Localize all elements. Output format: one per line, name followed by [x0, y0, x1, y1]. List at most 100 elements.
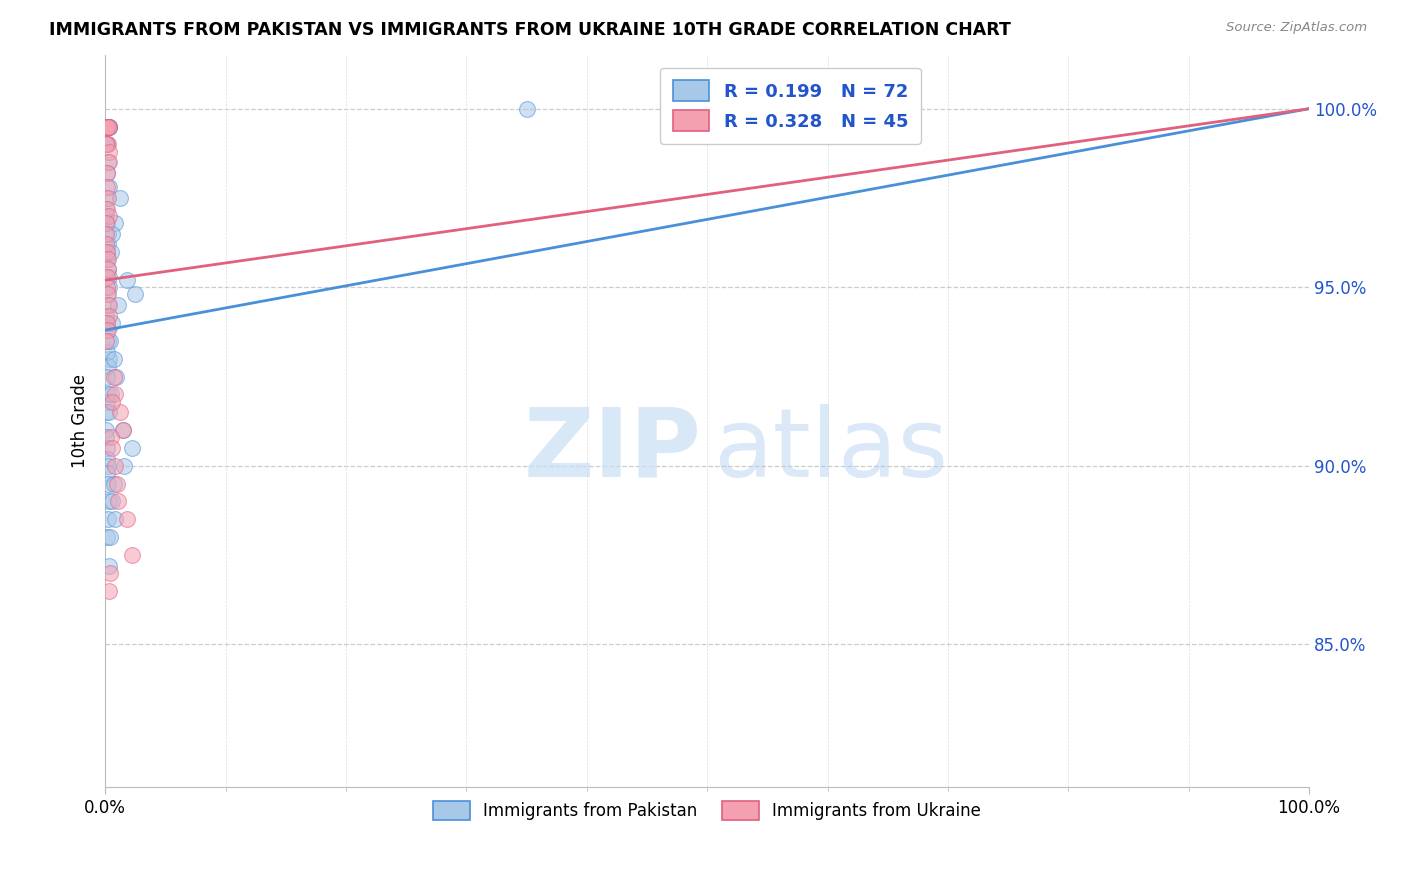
Point: [97, 120, 120, 134]
Point: [97, 120, 120, 134]
Point: [96, 405, 118, 419]
Point: [96, 202, 118, 216]
Point: [96, 237, 118, 252]
Point: [97, 387, 120, 401]
Point: [96, 316, 118, 330]
Point: [97, 155, 120, 169]
Point: [96, 530, 118, 544]
Point: [115, 273, 138, 287]
Point: [96, 216, 118, 230]
Point: [100, 387, 122, 401]
Point: [97, 269, 120, 284]
Point: [97, 262, 120, 277]
Point: [97, 298, 120, 312]
Text: ZIP: ZIP: [523, 404, 702, 497]
Point: [516, 102, 538, 116]
Point: [96, 166, 118, 180]
Point: [96, 269, 118, 284]
Point: [96, 344, 118, 359]
Point: [96, 120, 118, 134]
Point: [96, 120, 118, 134]
Point: [96, 202, 118, 216]
Point: [112, 423, 135, 437]
Point: [98, 334, 121, 348]
Point: [96, 280, 118, 294]
Point: [97, 120, 120, 134]
Point: [96, 120, 118, 134]
Point: [97, 558, 120, 573]
Point: [96, 369, 118, 384]
Point: [101, 441, 124, 455]
Point: [97, 209, 120, 223]
Point: [96, 287, 118, 301]
Point: [100, 430, 122, 444]
Point: [96, 180, 118, 194]
Point: [101, 227, 124, 241]
Point: [104, 387, 127, 401]
Point: [96, 120, 118, 134]
Point: [114, 458, 136, 473]
Point: [97, 262, 120, 277]
Point: [98, 405, 121, 419]
Point: [97, 120, 120, 134]
Point: [96, 316, 118, 330]
Point: [105, 369, 128, 384]
Point: [96, 137, 118, 152]
Point: [97, 334, 120, 348]
Point: [97, 120, 120, 134]
Point: [104, 458, 127, 473]
Point: [107, 494, 129, 508]
Point: [101, 316, 124, 330]
Point: [97, 287, 120, 301]
Point: [103, 476, 125, 491]
Point: [97, 191, 120, 205]
Point: [96, 244, 118, 259]
Point: [97, 180, 120, 194]
Point: [96, 334, 118, 348]
Point: [96, 120, 118, 134]
Point: [96, 137, 118, 152]
Point: [97, 155, 120, 169]
Point: [97, 120, 120, 134]
Point: [96, 252, 118, 266]
Point: [96, 309, 118, 323]
Point: [112, 423, 135, 437]
Point: [97, 120, 120, 134]
Point: [97, 120, 120, 134]
Point: [107, 298, 129, 312]
Point: [97, 458, 120, 473]
Point: [94, 209, 117, 223]
Point: [96, 244, 118, 259]
Point: [121, 548, 143, 562]
Point: [121, 441, 143, 455]
Point: [100, 244, 122, 259]
Point: [97, 298, 120, 312]
Point: [97, 227, 120, 241]
Point: [105, 476, 128, 491]
Legend: Immigrants from Pakistan, Immigrants from Ukraine: Immigrants from Pakistan, Immigrants fro…: [426, 794, 988, 826]
Point: [97, 583, 120, 598]
Point: [94, 227, 117, 241]
Point: [96, 423, 118, 437]
Point: [96, 191, 118, 205]
Text: atlas: atlas: [713, 404, 948, 497]
Point: [97, 137, 120, 152]
Point: [98, 309, 121, 323]
Point: [101, 394, 124, 409]
Text: Source: ZipAtlas.com: Source: ZipAtlas.com: [1226, 21, 1367, 34]
Point: [96, 323, 118, 337]
Point: [108, 405, 131, 419]
Point: [97, 494, 120, 508]
Point: [96, 120, 118, 134]
Point: [96, 466, 118, 480]
Point: [94, 430, 117, 444]
Point: [96, 216, 118, 230]
Point: [124, 287, 146, 301]
Point: [97, 252, 120, 266]
Point: [96, 120, 118, 134]
Point: [115, 512, 138, 526]
Point: [98, 280, 121, 294]
Point: [98, 120, 121, 134]
Point: [97, 351, 120, 366]
Point: [97, 323, 120, 337]
